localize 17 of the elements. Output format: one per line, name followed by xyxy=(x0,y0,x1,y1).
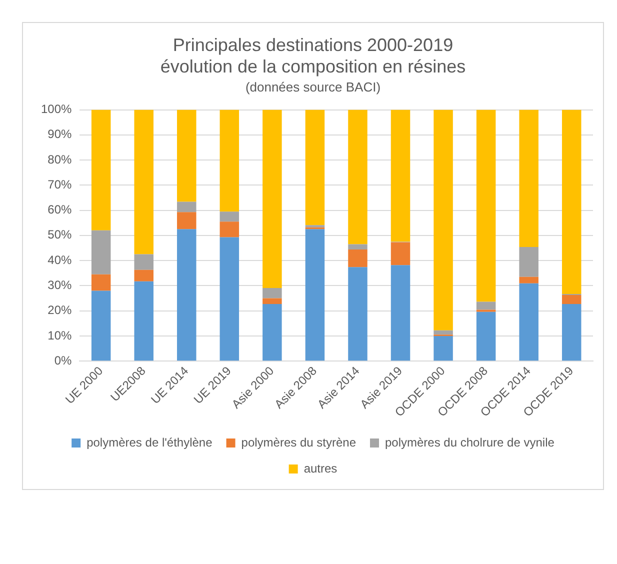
y-tick-label: 50% xyxy=(48,228,72,242)
y-tick-label: 20% xyxy=(48,303,72,318)
legend-label: autres xyxy=(304,461,338,476)
y-tick-label: 80% xyxy=(48,152,72,166)
chart-subtitle: (données source BACI) xyxy=(245,80,381,95)
y-tick-label: 60% xyxy=(48,202,72,217)
y-tick-label: 100% xyxy=(40,102,72,116)
y-tick-label: 70% xyxy=(48,177,72,192)
y-tick-label: 40% xyxy=(48,252,72,267)
y-tick-label: 90% xyxy=(48,127,72,142)
legend-label: polymères du cholrure de vynile xyxy=(385,435,555,450)
y-tick-label: 0% xyxy=(54,353,72,368)
y-tick-label: 10% xyxy=(48,328,72,342)
y-tick-label: 30% xyxy=(48,278,72,292)
legend-label: polymères du styrène xyxy=(241,435,356,450)
chart-title: Principales destinations 2000-2019 évolution de la composition en résines xyxy=(160,34,466,76)
legend-label: polymères de l'éthylène xyxy=(86,435,213,450)
